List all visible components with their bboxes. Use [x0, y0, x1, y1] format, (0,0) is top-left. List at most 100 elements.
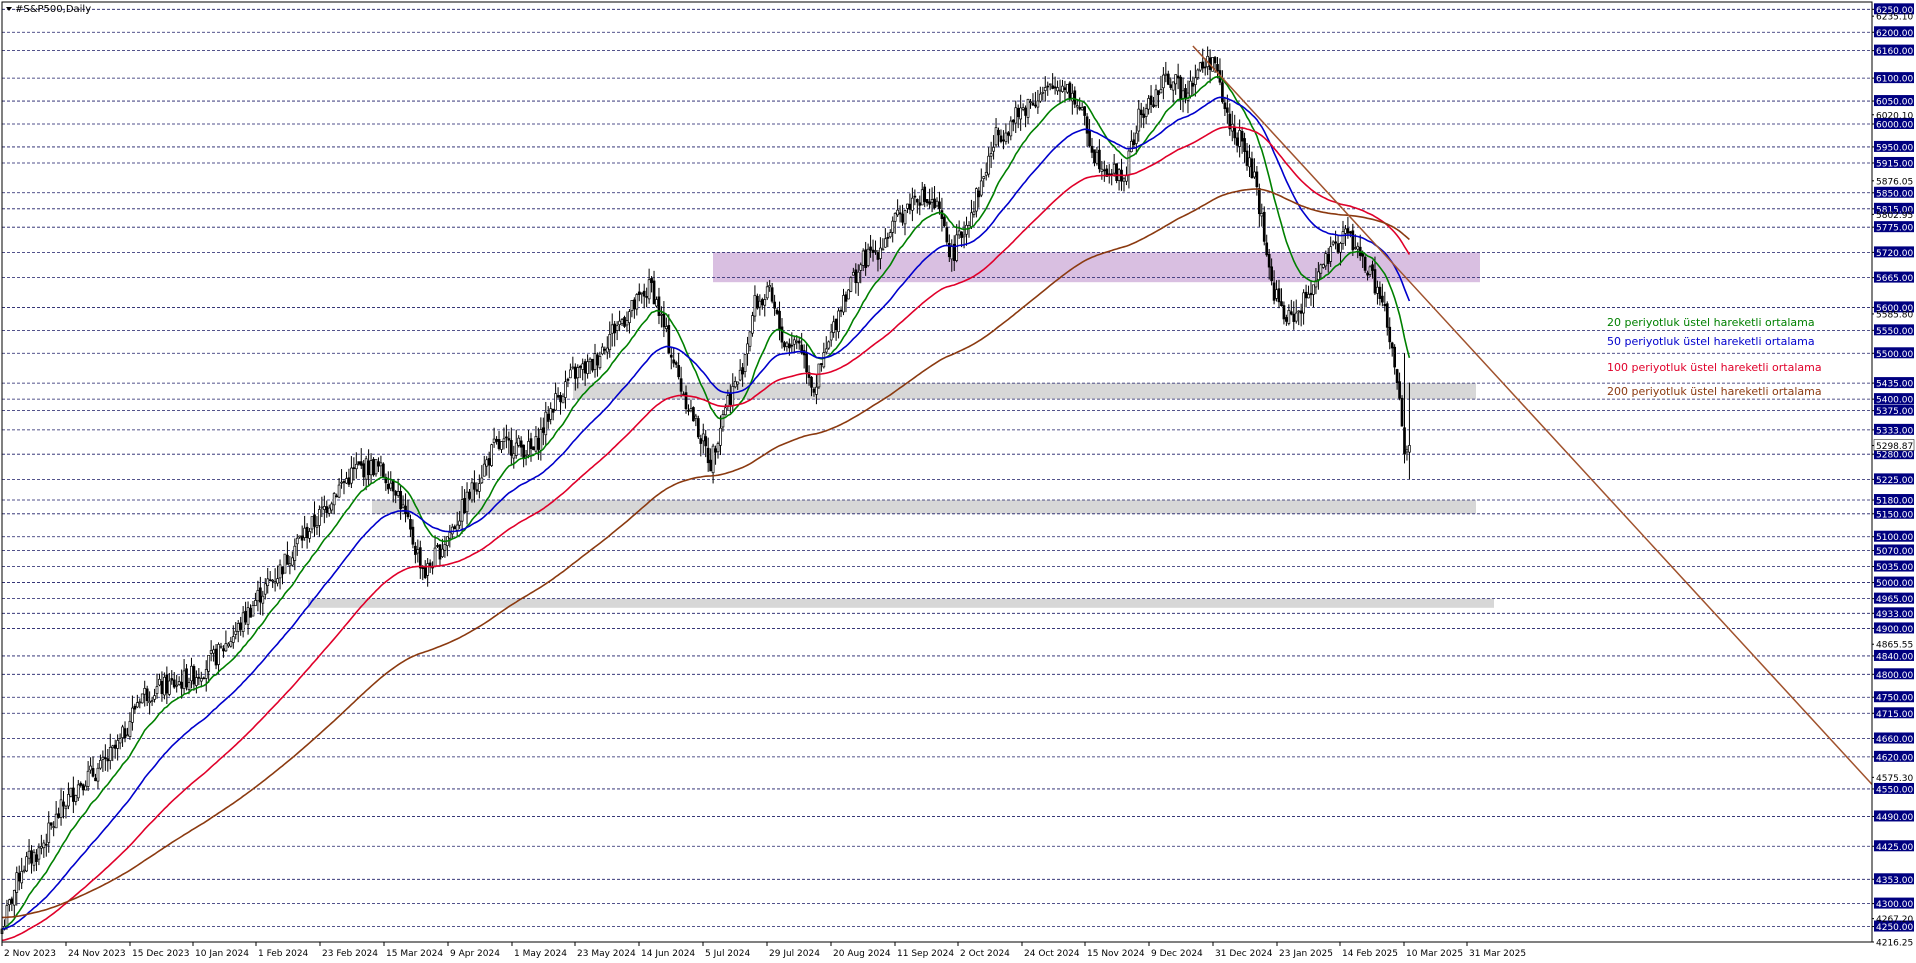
zone-gray-1: [573, 383, 1476, 400]
candle-body-157: [386, 483, 390, 490]
candle-body-317: [780, 326, 784, 343]
candle-body-252: [620, 319, 624, 324]
candle-body-383: [943, 216, 946, 227]
candle-body-521: [1282, 305, 1286, 320]
candle-body-305: [751, 315, 754, 334]
candle-body-122: [300, 535, 304, 541]
candle-body-149: [367, 460, 370, 476]
candle-body-89: [219, 645, 223, 648]
candle-body-499: [1228, 113, 1232, 130]
candle-body-555: [1366, 272, 1369, 276]
price-label-box-33: [1874, 691, 1914, 703]
candle-body-108: [266, 578, 270, 586]
candle-body-404: [994, 127, 998, 146]
candle-body-559: [1376, 286, 1379, 294]
candle-body-501: [1233, 126, 1237, 139]
candle-body-427: [1051, 85, 1054, 89]
candle-body-26: [64, 806, 68, 810]
price-label-box-37: [1874, 782, 1914, 794]
candle-body-336: [827, 341, 831, 349]
price-tick-label-33: 4750.00: [1876, 694, 1913, 704]
price-tick-label-37: 4550.00: [1876, 785, 1913, 795]
price-tick-label-28: 4965.00: [1876, 595, 1913, 605]
candle-body-57: [140, 693, 144, 704]
candle-body-337: [829, 331, 833, 341]
candle-body-178: [438, 544, 442, 560]
candle-body-513: [1262, 211, 1266, 242]
candle-body-276: [679, 378, 683, 392]
candle-body-211: [519, 440, 523, 448]
candle-body-338: [832, 321, 836, 333]
candle-body-389: [957, 230, 961, 236]
candle-body-293: [721, 414, 725, 428]
candle-body-169: [416, 549, 420, 554]
candle-body-381: [938, 201, 941, 210]
candle-body-294: [724, 407, 727, 416]
candle-body-529: [1302, 292, 1305, 314]
candle-body-397: [977, 190, 981, 198]
candle-body-129: [318, 509, 321, 526]
candle-body-254: [625, 320, 629, 326]
candle-body-73: [180, 681, 183, 689]
price-tick-label-24: 5100.00: [1876, 533, 1913, 543]
candle-body-417: [1026, 98, 1030, 118]
candle-body-203: [500, 441, 503, 450]
candle-body-520: [1280, 301, 1283, 306]
candle-body-191: [470, 482, 474, 501]
candle-body-463: [1139, 109, 1143, 116]
date-label-5: 23 Feb 2024: [322, 949, 378, 959]
candle-body-409: [1007, 132, 1010, 136]
date-label-7: 9 Apr 2024: [450, 949, 500, 959]
candle-body-230: [566, 378, 570, 381]
candle-body-315: [775, 309, 779, 314]
candle-body-54: [133, 705, 137, 710]
candle-body-127: [313, 514, 316, 527]
price-label-box-39: [1874, 840, 1914, 852]
date-label-22: 10 Mar 2025: [1406, 949, 1463, 959]
candle-body-39: [96, 767, 100, 782]
candle-body-52: [128, 720, 132, 737]
candle-body-229: [564, 381, 567, 398]
candle-body-267: [657, 296, 661, 316]
candle-body-176: [433, 547, 437, 568]
candle-body-378: [930, 199, 934, 203]
candle-body-333: [820, 363, 823, 365]
candle-body-412: [1014, 107, 1018, 124]
candle-body-268: [660, 313, 663, 316]
candle-body-177: [436, 545, 439, 547]
candle-body-515: [1267, 253, 1271, 268]
candle-body-448: [1102, 169, 1106, 172]
date-label-23: 31 Mar 2025: [1469, 949, 1526, 959]
price-tick-label-8: 5850.00: [1876, 189, 1913, 199]
candle-body-112: [276, 578, 279, 584]
candle-body-332: [817, 363, 821, 388]
zone-gray-3: [308, 598, 1494, 608]
price-tick-label-15: 5500.00: [1876, 350, 1913, 360]
candle-body-414: [1019, 107, 1023, 120]
candle-body-192: [473, 482, 476, 490]
candle-body-3: [8, 899, 11, 906]
date-label-9: 23 May 2024: [577, 949, 636, 959]
candle-body-403: [992, 147, 995, 152]
candle-body-55: [135, 702, 139, 708]
candle-body-512: [1260, 213, 1264, 217]
candle-body-373: [918, 202, 922, 206]
candle-body-509: [1253, 171, 1256, 178]
candle-body-194: [477, 483, 481, 492]
legend-ema200: 200 periyotluk üstel hareketli ortalama: [1607, 385, 1822, 398]
price-label-box-17: [1874, 393, 1914, 405]
candle-body-306: [753, 295, 757, 317]
candle-body-94: [231, 636, 235, 643]
candle-body-418: [1029, 101, 1032, 103]
candle-body-359: [883, 238, 887, 248]
candle-body-260: [640, 292, 644, 295]
triangle-down-icon[interactable]: [6, 7, 12, 11]
candle-body-99: [244, 610, 247, 623]
candle-body-432: [1063, 87, 1067, 91]
candle-body-484: [1191, 82, 1195, 87]
candle-body-221: [544, 411, 548, 436]
candle-body-405: [997, 129, 1000, 136]
candle-body-266: [655, 299, 658, 307]
candle-body-570: [1403, 427, 1406, 455]
